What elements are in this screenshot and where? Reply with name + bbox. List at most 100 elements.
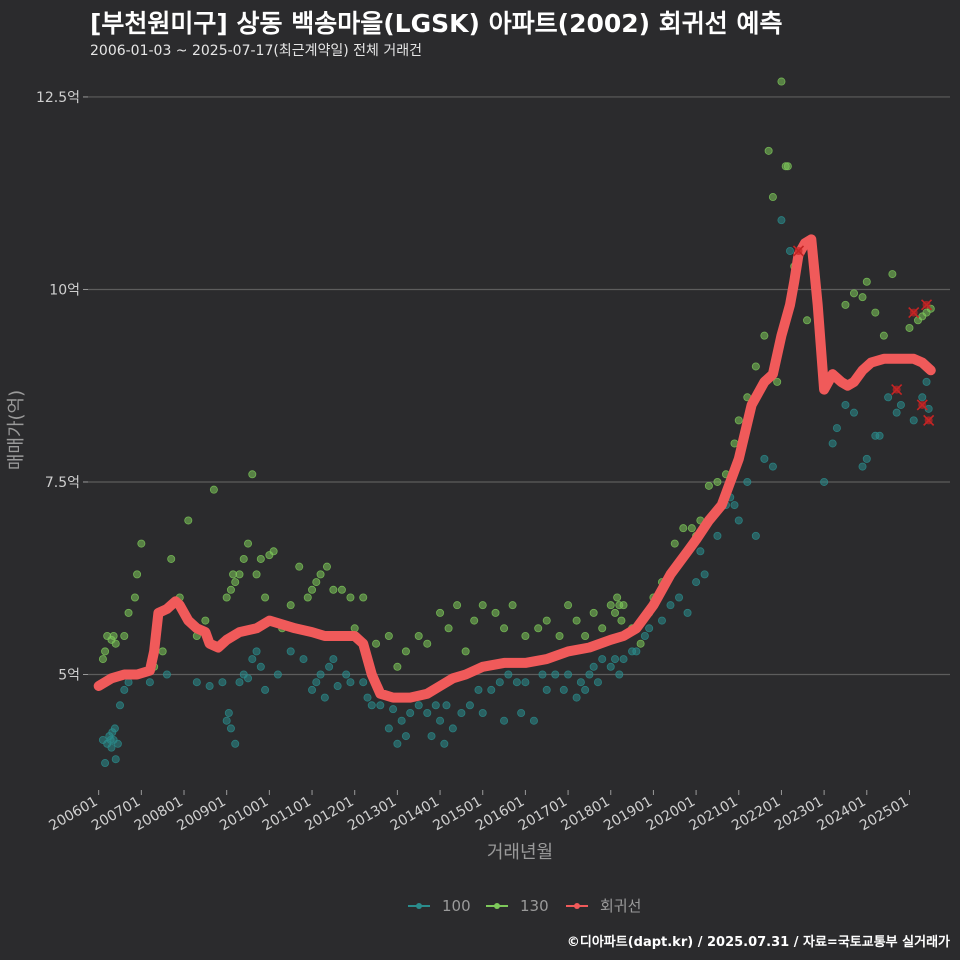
series-130-point [461,647,470,656]
legend-item-회귀선: 회귀선 [566,897,641,915]
series-130-point [184,516,193,525]
series-100-point [640,631,649,640]
series-100-point [431,701,440,710]
series-130-point [436,608,445,617]
series-130-point [329,585,338,594]
series-130-point [393,662,402,671]
outlier-cross [891,384,903,396]
series-130-point [295,562,304,571]
series-130-point [581,631,590,640]
series-100-point [414,701,423,710]
series-130-point [401,647,410,656]
regression-line-group [93,234,936,703]
series-100-point [657,616,666,625]
series-100-point [101,759,110,768]
series-100-point [224,708,233,717]
series-100-point [504,670,513,679]
series-130-point [713,477,722,486]
series-100-point [645,624,654,633]
series-130-point [760,331,769,340]
series-100-point [320,693,329,702]
series-100-point [542,685,551,694]
series-100-point [110,724,119,733]
series-100-point [145,678,154,687]
series-130-point [617,616,626,625]
series-100-point [849,408,858,417]
x-tick-label: 202501 [857,794,911,835]
series-100-point [192,678,201,687]
legend-swatch-dot [574,903,580,909]
series-130-point [470,616,479,625]
series-130-point [613,593,622,602]
x-axis-title: 거래년월 [487,842,553,863]
series-130-point [269,547,278,556]
series-130-point [508,601,517,610]
y-tick-label: 5억 [58,667,80,683]
series-100-point [751,531,760,540]
series-130-point [111,639,120,648]
series-100-point [384,724,393,733]
series-130-point [248,470,257,479]
legend-label: 100 [442,897,471,915]
series-130-point [101,647,110,656]
series-100-point [474,685,483,694]
series-130-point [414,631,423,640]
series-130-point [555,631,564,640]
outlier-cross [916,399,928,411]
legend-label: 회귀선 [600,897,641,915]
series-100-point [564,670,573,679]
series-100-point [760,454,769,463]
series-130-point [598,624,607,633]
series-130-point [130,593,139,602]
series-100-point [611,655,620,664]
series-130-point [606,601,615,610]
series-100-point [675,593,684,602]
series-130-point [384,631,393,640]
series-100-point [333,682,342,691]
series-100-point [342,670,351,679]
series-100-point [512,678,521,687]
series-130-point [286,601,295,610]
series-130-point [905,323,914,332]
outlier-marker [923,414,935,426]
series-130-point [500,624,509,633]
series-130-point [764,146,773,155]
series-100-point [393,739,402,748]
series-100-point [107,743,116,752]
series-130-point [124,608,133,617]
series-130-point [244,539,253,548]
grid-lines [88,96,950,676]
outlier-cross [908,307,920,319]
series-100-point [363,693,372,702]
series-100-point [406,708,415,717]
series-100-point [730,501,739,510]
legend-swatch-dot [416,903,422,909]
series-100-point [841,400,850,409]
series-100-point [346,678,355,687]
series-100-point [359,678,368,687]
series-130-point [423,639,432,648]
series-100-point [828,439,837,448]
series-130-point [303,593,312,602]
series-130-point [137,539,146,548]
outlier-marker [908,307,920,319]
series-100-point [713,531,722,540]
series-100-point [423,708,432,717]
outlier-marker [891,384,903,396]
series-100-point [909,416,918,425]
series-130-point [222,593,231,602]
series-130-point [564,601,573,610]
y-tick-label: 7.5억 [45,475,80,491]
series-100-point [205,682,214,691]
series-130-point [346,593,355,602]
series-100-point [367,701,376,710]
series-100-point [572,693,581,702]
series-100-point [478,708,487,717]
series-130-point [316,570,325,579]
series-130-point [252,570,261,579]
outlier-cross [792,245,805,257]
series-130-point [312,578,321,587]
regression-line [93,234,936,703]
series-100-point [312,678,321,687]
series-130-point [453,601,462,610]
